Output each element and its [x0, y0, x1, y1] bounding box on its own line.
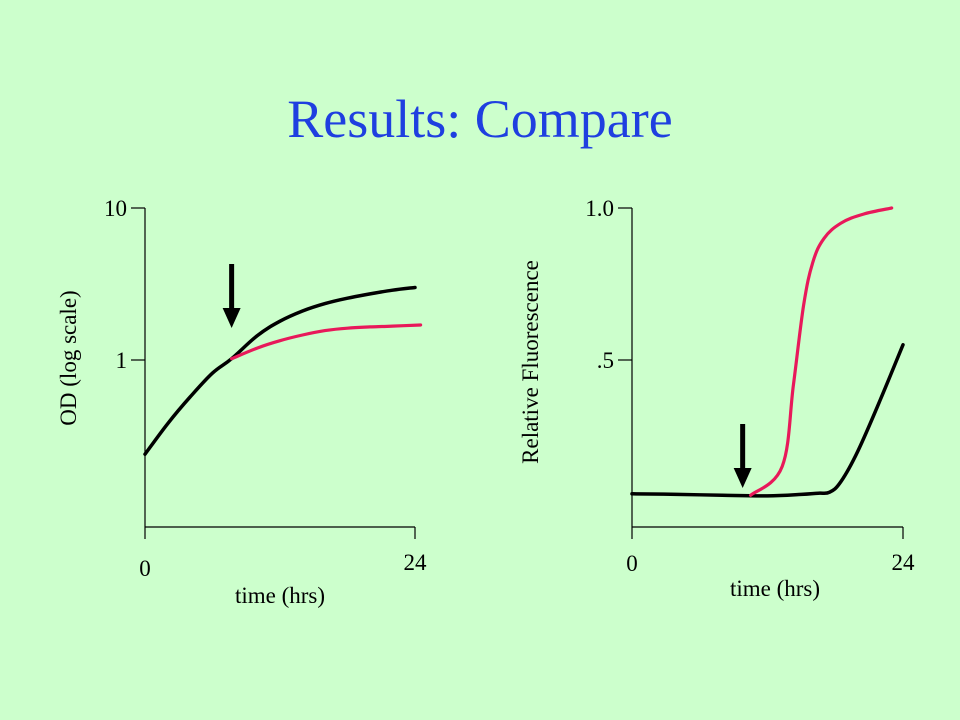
chart-od-arrow-head — [222, 308, 241, 328]
chart-od-y-tick-label: 10 — [104, 196, 127, 221]
chart-fl-axes — [618, 207, 904, 539]
chart-fl-x-tick-label: 24 — [892, 550, 916, 575]
chart-fl-ticklabels: .5 1.0 0 24 — [585, 196, 915, 576]
chart-od-axes — [131, 207, 416, 539]
slide-title: Results: Compare — [287, 89, 673, 149]
chart-od-x-tick-label: 0 — [139, 556, 151, 581]
chart-fl-series-line-red — [749, 206, 894, 497]
chart-od-xlabel: time (hrs) — [235, 583, 325, 608]
chart-od-ticklabels: 1 10 0 24 — [104, 196, 427, 581]
chart-fl-series — [630, 206, 905, 498]
chart-fl-y-tick-label: .5 — [597, 348, 614, 373]
chart-fl-xlabel: time (hrs) — [730, 576, 820, 601]
chart-od-y-tick-label: 1 — [116, 348, 128, 373]
chart-od-x-tick-label: 24 — [404, 550, 428, 575]
chart-od-series-line-black — [143, 285, 417, 456]
chart-od-series — [143, 285, 423, 456]
chart-fl-arrow-head — [733, 468, 752, 488]
chart-fl-y-tick-label: 1.0 — [585, 196, 614, 221]
chart-fl-arrow — [733, 424, 752, 488]
chart-fl-series-line-black — [630, 343, 905, 498]
chart-od-series-line-red — [230, 323, 423, 361]
chart-od-ylabel: OD (log scale) — [56, 290, 81, 425]
chart-od-arrow — [222, 264, 241, 328]
chart-fl-ylabel: Relative Fluorescence — [518, 260, 543, 464]
chart-fl-x-tick-label: 0 — [626, 551, 638, 576]
